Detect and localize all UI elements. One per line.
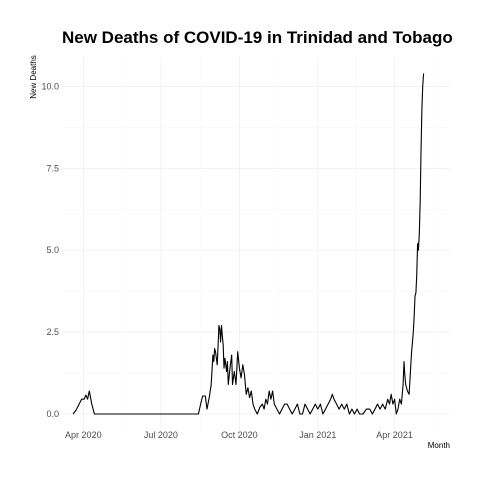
y-tick-label: 2.5 (46, 327, 59, 337)
y-tick-label: 5.0 (46, 245, 59, 255)
chart-title: New Deaths of COVID-19 in Trinidad and T… (62, 28, 453, 47)
x-tick-label: Jul 2020 (144, 430, 178, 440)
x-axis-label: Month (428, 441, 450, 450)
x-tick-label: Apr 2020 (65, 430, 102, 440)
y-tick-label: 0.0 (46, 409, 59, 419)
x-tick-label: Jan 2021 (299, 430, 336, 440)
x-tick-label: Apr 2021 (376, 430, 413, 440)
y-tick-label: 10.0 (41, 81, 59, 91)
y-axis-label: New Deaths (29, 55, 38, 99)
x-tick-label: Oct 2020 (221, 430, 258, 440)
y-tick-label: 7.5 (46, 163, 59, 173)
